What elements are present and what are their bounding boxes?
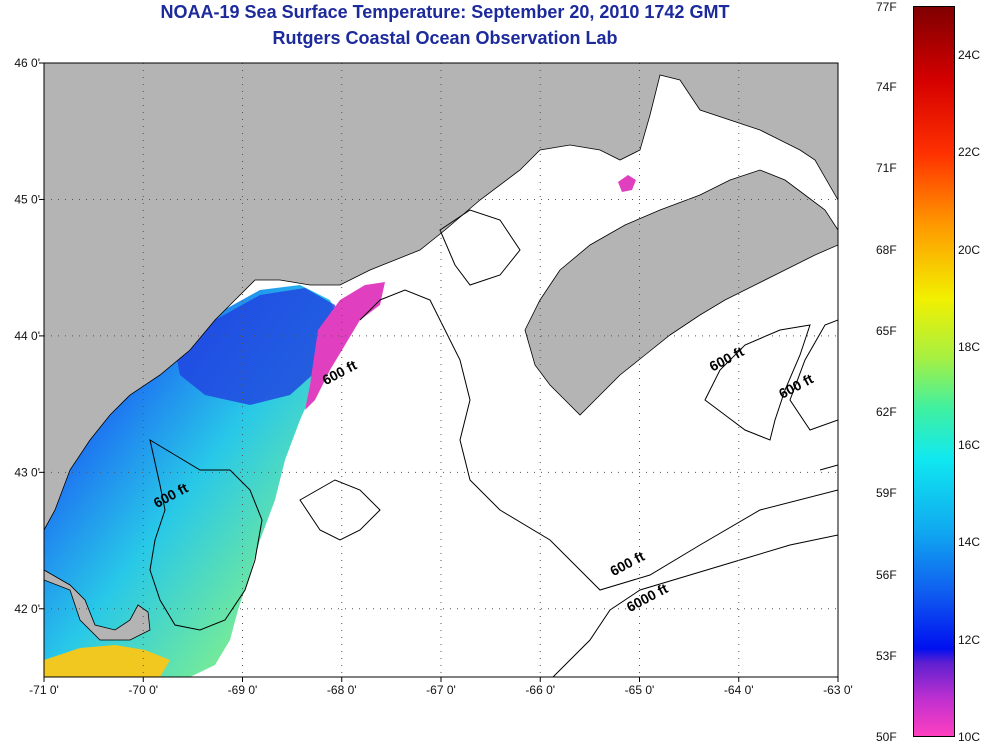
colorbar-fahrenheit-label: 68F [876, 242, 897, 257]
x-tick-label: -65 0' [625, 683, 655, 697]
colorbar-fahrenheit-label: 59F [876, 486, 897, 501]
x-tick-label: -68 0' [327, 683, 357, 697]
lat-lon-grid [44, 63, 838, 677]
colorbar-fahrenheit-label: 56F [876, 567, 897, 582]
x-tick-label: -66 0' [525, 683, 555, 697]
colorbar-celsius-label: 10C [958, 730, 981, 744]
sst-cape-cod-warm [44, 645, 170, 677]
x-tick-label: -69 0' [228, 683, 258, 697]
sst-cool-band [175, 288, 340, 405]
bathymetry-contours [149, 209, 838, 677]
x-tick-label: -70 0' [128, 683, 158, 697]
x-tick-label: -71 0' [29, 683, 59, 697]
colorbar-fahrenheit-label: 77F [876, 0, 897, 14]
temperature-colorbar [913, 6, 955, 737]
colorbar-celsius-label: 14C [958, 535, 981, 550]
colorbar-celsius-label: 24C [958, 47, 981, 62]
colorbar-celsius-label: 18C [958, 340, 981, 355]
map-subtitle: Rutgers Coastal Ocean Observation Lab [272, 28, 618, 48]
colorbar-fahrenheit-label: 65F [876, 323, 897, 338]
colorbar-fahrenheit-label: 53F [876, 648, 897, 663]
x-tick-label: -67 0' [426, 683, 456, 697]
colorbar-fahrenheit-label: 50F [876, 730, 897, 744]
y-tick-label: 43 0' [14, 465, 40, 479]
colorbar-celsius-label: 12C [958, 632, 981, 647]
axis-ticks: -71 0' -70 0' -69 0' -68 0' -67 0' -66 0' -65 … [14, 56, 852, 697]
colorbar-fahrenheit-label: 74F [876, 80, 897, 95]
y-tick-label: 46 0' [14, 56, 40, 70]
colorbar-fahrenheit-label: 71F [876, 161, 897, 176]
y-tick-label: 42 0' [14, 602, 40, 616]
sst-cold-edge [305, 282, 385, 410]
y-tick-label: 45 0' [14, 192, 40, 206]
x-tick-label: -64 0' [724, 683, 754, 697]
x-tick-label: -63 0' [823, 683, 853, 697]
land-cape-cod [44, 569, 151, 641]
y-tick-label: 44 0' [14, 329, 40, 343]
sst-bay-of-fundy-patch [618, 175, 636, 192]
map-title: NOAA-19 Sea Surface Temperature: Septemb… [160, 2, 730, 22]
land-mainland [44, 63, 838, 531]
colorbar-celsius-label: 16C [958, 437, 981, 452]
colorbar-celsius-label: 22C [958, 145, 981, 160]
colorbar-fahrenheit-label: 62F [876, 405, 897, 420]
colorbar-celsius-label: 20C [958, 242, 981, 257]
land-nova-scotia [524, 169, 838, 416]
